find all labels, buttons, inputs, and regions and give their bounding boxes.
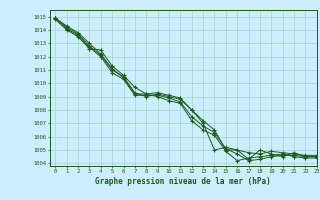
X-axis label: Graphe pression niveau de la mer (hPa): Graphe pression niveau de la mer (hPa) [95, 177, 271, 186]
